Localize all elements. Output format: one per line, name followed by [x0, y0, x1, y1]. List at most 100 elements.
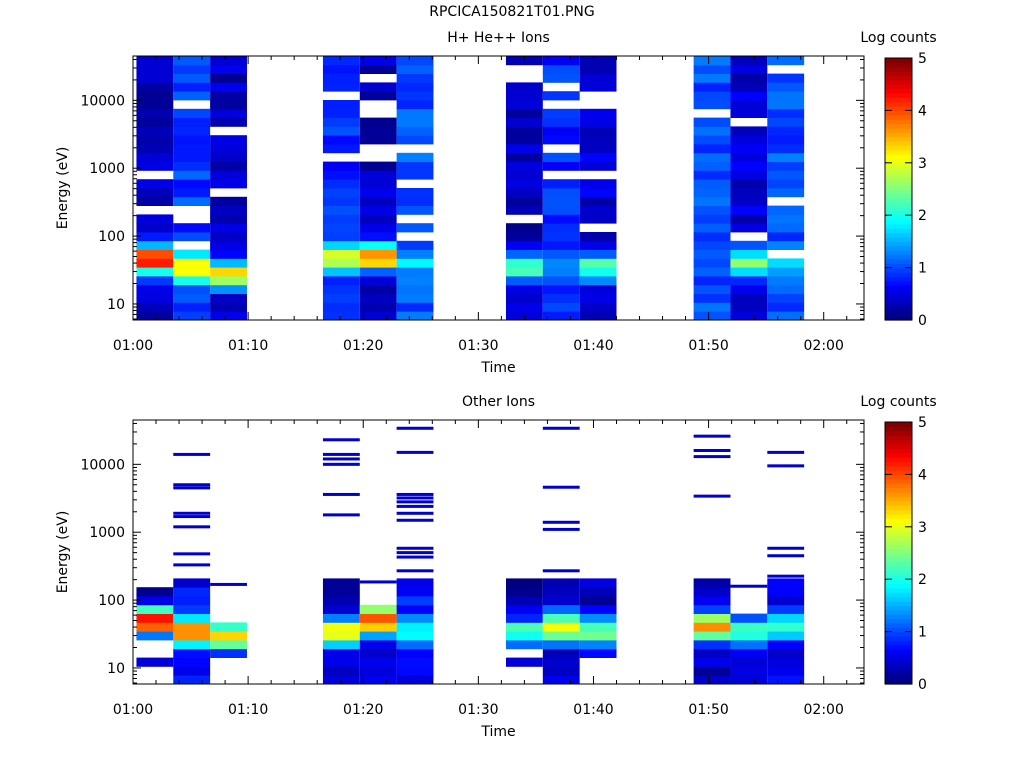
spectrogram-cell	[542, 249, 580, 259]
spectrogram-cell	[173, 293, 211, 303]
spectrogram-cell	[693, 604, 731, 614]
colorbar-step	[885, 71, 912, 77]
spectrogram-cell	[505, 596, 543, 606]
sparse-line-cell	[542, 520, 580, 524]
colorbar-step	[885, 631, 912, 637]
spectrogram-cell	[396, 196, 434, 206]
spectrogram-cell	[210, 64, 247, 74]
spectrogram-cell	[579, 613, 617, 623]
colorbar-step	[885, 167, 912, 173]
colorbar-step	[885, 58, 912, 63]
x-tick-label: 01:10	[228, 338, 268, 354]
colorbar-step	[885, 662, 912, 668]
spectrogram-cell	[322, 640, 360, 650]
spectrogram-cell	[173, 578, 211, 588]
spectrogram-cell	[505, 126, 543, 136]
spectrogram-cell	[505, 240, 543, 250]
spectrogram-cell	[767, 657, 805, 667]
spectrogram-cell	[693, 666, 731, 676]
spectrogram-cell	[173, 144, 211, 154]
spectrogram-cell	[173, 631, 211, 641]
colorbar-step	[885, 653, 912, 659]
spectrogram-cell	[210, 622, 247, 632]
sparse-line-cell	[396, 546, 434, 550]
spectrogram-cell	[767, 152, 805, 162]
spectrogram-cell	[173, 188, 211, 198]
colorbar-step	[885, 675, 912, 681]
spectrogram-cell	[767, 223, 805, 233]
spectrogram-cell	[136, 223, 174, 233]
colorbar-step	[885, 285, 912, 291]
spectrogram-cell	[136, 64, 174, 74]
spectrogram-cell	[730, 108, 768, 118]
spectrogram-cell	[693, 249, 731, 259]
sparse-line-cell	[693, 494, 731, 498]
x-tick-label: 01:20	[343, 338, 383, 354]
spectrogram-cell	[767, 91, 805, 101]
spectrogram-cell	[505, 179, 543, 189]
spectrogram-cell	[767, 596, 805, 606]
spectrogram-cell	[173, 135, 211, 145]
spectrogram-cell	[505, 82, 543, 92]
spectrogram-cell	[210, 648, 247, 658]
spectrogram-cell	[136, 214, 174, 224]
spectrogram-cell	[542, 108, 580, 118]
spectrogram-cell	[542, 276, 580, 286]
spectrogram-cell	[579, 302, 617, 312]
colorbar-step	[885, 640, 912, 646]
colorbar-step	[885, 97, 912, 103]
spectrogram-cell	[396, 666, 434, 676]
spectrogram-cell	[767, 205, 805, 215]
axes-frame	[132, 55, 865, 321]
sparse-line-cell	[542, 527, 580, 531]
spectrogram-cell	[396, 91, 434, 101]
spectrogram-cell	[579, 126, 617, 136]
colorbar-step	[885, 84, 912, 90]
spectrogram-cell	[136, 179, 174, 189]
spectrogram-cell	[210, 267, 247, 277]
spectrogram-cell	[767, 675, 805, 685]
colorbar-step	[885, 79, 912, 85]
spectrogram-cell	[136, 91, 174, 101]
spectrogram-cell	[693, 622, 731, 632]
colorbar-step	[885, 162, 912, 168]
colorbar-step	[885, 267, 912, 273]
spectrogram-cell	[767, 587, 805, 597]
spectrogram-cell	[359, 249, 397, 259]
sparse-line-cell	[396, 511, 434, 515]
colorbar-step	[885, 88, 912, 94]
spectrogram-cell	[359, 214, 397, 224]
spectrogram-cell	[730, 267, 768, 277]
colorbar-step	[885, 491, 912, 497]
spectrogram-cell	[693, 311, 731, 321]
spectrogram-cell	[542, 73, 580, 83]
spectrogram-cell	[579, 82, 617, 92]
spectrogram-cell	[322, 604, 360, 614]
spectrogram-cell	[542, 64, 580, 74]
spectrogram-cell	[136, 284, 174, 294]
spectrogram-cell	[359, 126, 397, 136]
spectrogram-cell	[767, 622, 805, 632]
colorbar-step	[885, 483, 912, 489]
sparse-line-cell	[322, 513, 360, 517]
spectrogram-cell	[693, 144, 731, 154]
colorbar-step	[885, 439, 912, 445]
colorbar-step	[885, 263, 912, 269]
spectrogram-cell	[210, 293, 247, 303]
spectrogram-cell	[579, 640, 617, 650]
spectrogram-cell	[730, 223, 768, 233]
spectrogram-cell	[579, 196, 617, 206]
colorbar-step	[885, 206, 912, 212]
x-tick-label: 01:40	[573, 702, 613, 718]
spectrogram-cell	[173, 604, 211, 614]
spectrogram-cell	[542, 648, 580, 658]
spectrogram-cell	[505, 152, 543, 162]
spectrogram-cell	[542, 284, 580, 294]
spectrogram-cell	[505, 117, 543, 127]
spectrogram-cell	[767, 258, 805, 268]
sparse-line-cell	[210, 582, 247, 586]
colorbar-step	[885, 237, 912, 242]
spectrogram-cell	[767, 188, 805, 198]
colorbar-step	[885, 189, 912, 194]
spectrogram-cell	[396, 302, 434, 312]
